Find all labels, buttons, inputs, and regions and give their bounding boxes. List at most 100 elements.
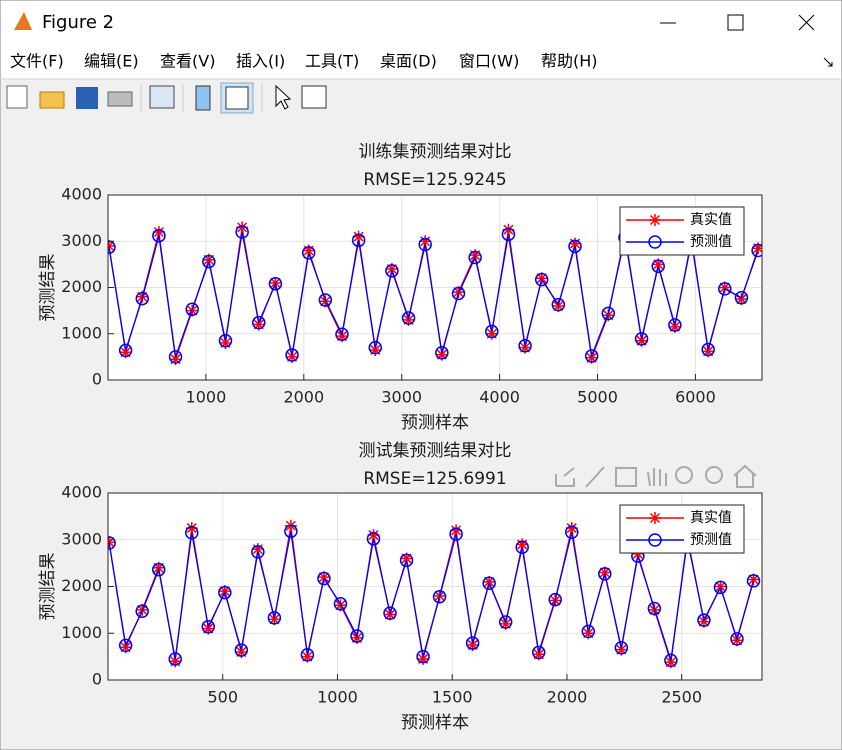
pan-icon[interactable] — [647, 468, 667, 487]
series-line — [108, 531, 755, 661]
star-marker — [119, 641, 132, 654]
circle-marker — [701, 342, 715, 357]
star-marker — [565, 522, 578, 535]
dock-icon[interactable] — [823, 57, 833, 67]
star-marker — [519, 341, 532, 354]
legend-label: 真实值 — [690, 510, 732, 526]
menu-item[interactable]: 编辑(E) — [84, 52, 139, 71]
circle-marker — [648, 235, 662, 249]
star-marker — [718, 281, 731, 294]
circle-marker — [267, 611, 282, 625]
circle-marker — [568, 239, 582, 254]
circle-marker — [135, 291, 150, 306]
star-marker — [485, 327, 498, 340]
series-line — [108, 231, 759, 359]
x-tick-label: 1500 — [432, 688, 473, 707]
toolbar — [6, 82, 327, 114]
chart-subtitle: RMSE=125.6991 — [363, 469, 506, 489]
circle-marker — [449, 527, 463, 541]
star-marker — [268, 613, 281, 626]
star-marker — [169, 655, 182, 668]
star-marker — [450, 524, 463, 537]
star-marker — [352, 230, 365, 243]
y-tick-label: 2000 — [61, 277, 102, 296]
colorbar-icon[interactable] — [195, 85, 211, 111]
link-icon[interactable] — [149, 85, 175, 109]
circle-marker — [300, 648, 315, 662]
menu-item[interactable]: 桌面(D) — [380, 52, 437, 71]
circle-marker — [317, 571, 331, 586]
circle-marker — [318, 293, 333, 307]
menu-item[interactable]: 工具(T) — [305, 52, 359, 71]
star-marker — [466, 638, 479, 651]
x-axis-label: 预测样本 — [401, 713, 469, 733]
chart-subtitle: RMSE=125.9245 — [363, 170, 506, 190]
star-marker — [286, 350, 299, 363]
star-marker — [119, 346, 132, 359]
circle-marker — [713, 580, 728, 595]
star-marker — [569, 237, 582, 250]
star-marker — [350, 631, 363, 644]
star-marker — [252, 318, 265, 331]
circle-marker — [218, 585, 232, 600]
x-tick-label: 4000 — [479, 388, 520, 407]
property-icon[interactable] — [301, 85, 327, 109]
star-marker — [417, 652, 430, 665]
star-marker — [202, 622, 215, 635]
circle-marker — [252, 315, 266, 330]
close-button[interactable] — [798, 14, 815, 31]
legend-icon — [225, 86, 249, 110]
menu-item[interactable]: 帮助(H) — [541, 52, 598, 71]
home-icon[interactable] — [733, 464, 757, 488]
zoom-out-icon[interactable] — [705, 466, 723, 484]
star-marker — [615, 643, 628, 656]
star-marker — [735, 293, 748, 306]
circle-marker — [118, 638, 133, 653]
star-marker — [469, 249, 482, 262]
print-icon[interactable] — [107, 91, 133, 107]
x-tick-label: 2500 — [661, 688, 702, 707]
star-marker — [702, 345, 715, 358]
zoom-in-icon[interactable] — [675, 466, 693, 484]
axes-box — [107, 194, 763, 381]
star-marker — [635, 334, 648, 347]
star-marker — [435, 348, 448, 361]
legend-label: 真实值 — [690, 212, 732, 228]
circle-marker — [399, 553, 414, 568]
circle-marker — [401, 311, 416, 325]
star-marker — [251, 543, 264, 556]
circle-marker — [614, 640, 629, 655]
legend-label: 预测值 — [690, 532, 732, 548]
export-icon[interactable] — [555, 467, 575, 487]
pointer-icon[interactable] — [275, 84, 292, 110]
menu-item[interactable]: 查看(V) — [160, 52, 215, 71]
circle-marker — [751, 243, 762, 258]
circle-marker — [697, 613, 711, 627]
menu-item[interactable]: 插入(I) — [236, 52, 285, 71]
legend-box — [619, 504, 745, 554]
new-icon[interactable] — [6, 85, 28, 109]
circle-marker — [383, 606, 397, 620]
star-marker — [152, 226, 165, 238]
circle-marker — [251, 545, 265, 559]
circle-marker — [416, 649, 430, 664]
chart-title: 测试集预测结果对比 — [359, 441, 512, 461]
datatip-icon[interactable] — [615, 467, 637, 487]
circle-marker — [468, 250, 482, 265]
open-icon[interactable] — [39, 91, 65, 109]
brush-icon[interactable] — [585, 466, 605, 488]
menu-item[interactable]: 窗口(W) — [459, 52, 519, 71]
circle-marker — [601, 306, 616, 321]
legend-box — [619, 206, 745, 256]
circle-marker — [518, 339, 532, 353]
save-icon[interactable] — [76, 87, 98, 109]
star-marker — [552, 300, 565, 312]
star-marker — [369, 343, 382, 356]
circle-marker — [284, 524, 298, 539]
maximize-button[interactable] — [727, 14, 744, 31]
y-tick-label: 2000 — [61, 576, 102, 595]
menu-item[interactable]: 文件(F) — [10, 52, 64, 71]
circle-marker — [202, 254, 216, 269]
circle-marker — [598, 567, 612, 581]
circle-marker — [451, 286, 466, 301]
